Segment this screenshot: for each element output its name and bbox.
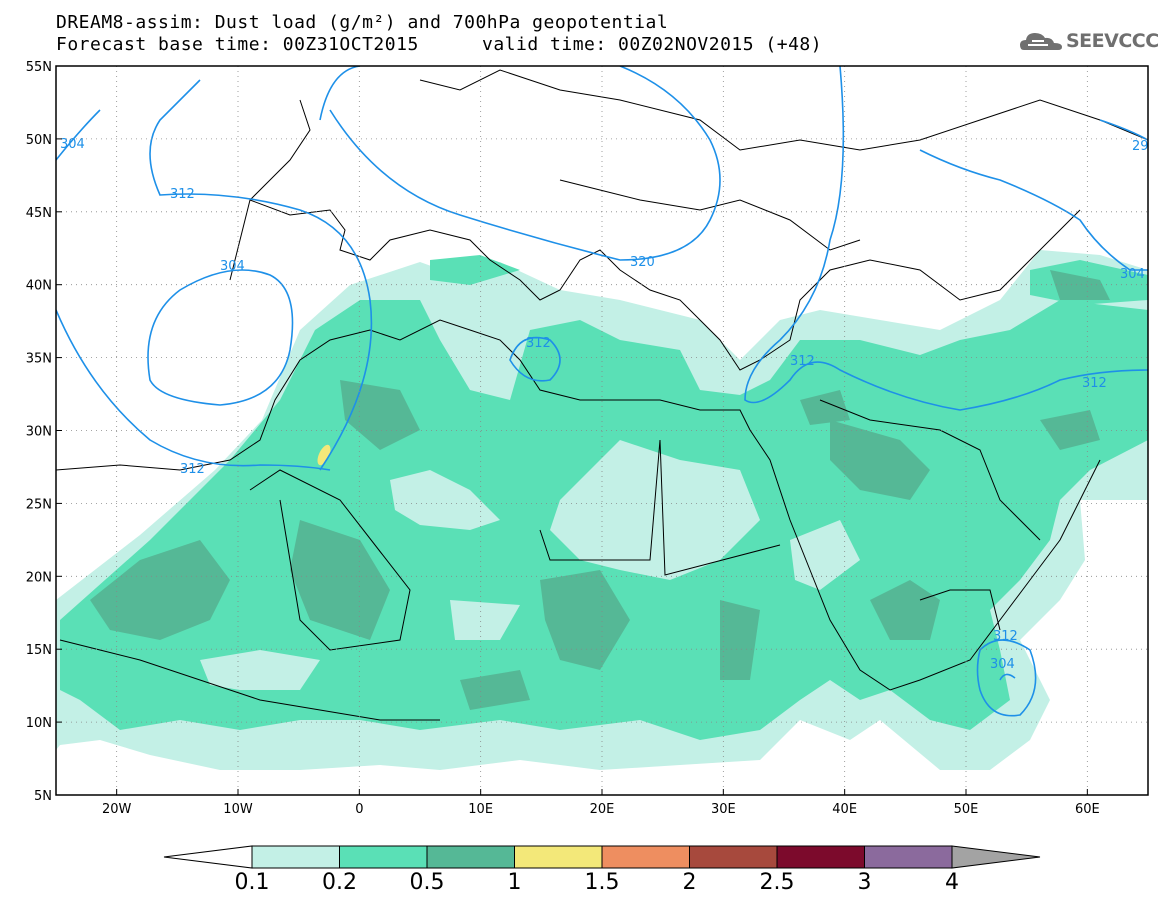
colorbar-tick-label: 0.5 <box>409 870 445 895</box>
contour-label: 304 <box>220 259 245 274</box>
colorbar-swatch <box>251 845 340 869</box>
latitude-tick-label: 55N <box>26 60 52 75</box>
colorbar-swatch <box>864 845 953 869</box>
contour-label: 312 <box>1082 376 1107 391</box>
colorbar-tick-label: 2 <box>682 870 697 895</box>
contour-label: 29 <box>1132 139 1149 154</box>
colorbar-tick-label: 1.5 <box>584 870 620 895</box>
colorbar-swatch <box>689 845 778 869</box>
longitude-tick-label: 10W <box>223 802 253 817</box>
contour-label: 304 <box>1120 267 1145 282</box>
colorbar <box>163 845 1041 869</box>
valid-time: valid time: 00Z02NOV2015 (+48) <box>482 34 823 55</box>
colorbar-tick-label: 0.1 <box>234 870 270 895</box>
colorbar-swatch <box>339 845 428 869</box>
contour-label: 312 <box>180 462 205 477</box>
contour-label: 312 <box>790 354 815 369</box>
dust-field: 304 312 304 312 312 320 312 312 312 304 … <box>56 66 1149 795</box>
colorbar-swatch <box>601 845 690 869</box>
contour-label: 312 <box>526 336 551 351</box>
colorbar-swatch <box>776 845 865 869</box>
colorbar-min-arrow <box>163 845 253 869</box>
longitude-tick-label: 20W <box>102 802 132 817</box>
colorbar-tick-label: 4 <box>945 870 959 895</box>
latitude-tick-label: 35N <box>26 352 52 367</box>
latitude-tick-label: 15N <box>26 643 52 658</box>
contour-label: 312 <box>993 629 1018 644</box>
contour-label: 304 <box>990 657 1015 672</box>
latitude-tick-label: 30N <box>26 425 52 440</box>
logo-text: SEEVCCC <box>1066 30 1159 52</box>
colorbar-tick-label: 2.5 <box>759 870 795 895</box>
colorbar-max-arrow <box>951 845 1041 869</box>
latitude-tick-label: 50N <box>26 133 52 148</box>
colorbar-swatch <box>426 845 515 869</box>
latitude-tick-label: 10N <box>26 716 52 731</box>
latitude-axis: 55N 50N 45N 40N 35N 30N 25N 20N 15N 10N 5N <box>26 60 62 804</box>
longitude-tick-label: 30E <box>711 802 736 817</box>
cloud-logo-icon <box>1020 33 1062 50</box>
longitude-axis: 20W 10W 0 10E 20E 30E 40E 50E 60E <box>102 789 1100 817</box>
longitude-tick-label: 0 <box>355 802 363 817</box>
contour-label: 320 <box>630 255 655 270</box>
latitude-tick-label: 40N <box>26 279 52 294</box>
colorbar-tick-label: 0.2 <box>322 870 357 895</box>
colorbar-tick-label: 3 <box>857 870 872 895</box>
latitude-tick-label: 25N <box>26 497 52 512</box>
latitude-tick-label: 20N <box>26 570 52 585</box>
forecast-base-time: Forecast base time: 00Z31OCT2015 <box>56 34 419 55</box>
colorbar-tick-label: 1 <box>507 870 522 895</box>
latitude-tick-label: 5N <box>34 789 52 804</box>
longitude-tick-label: 60E <box>1075 802 1100 817</box>
longitude-tick-label: 10E <box>468 802 493 817</box>
longitude-tick-label: 40E <box>832 802 857 817</box>
longitude-tick-label: 20E <box>590 802 615 817</box>
contour-label: 312 <box>170 187 195 202</box>
contour-label: 304 <box>60 137 85 152</box>
longitude-tick-label: 50E <box>954 802 979 817</box>
colorbar-swatch <box>514 845 603 869</box>
latitude-tick-label: 45N <box>26 206 52 221</box>
map-title: DREAM8-assim: Dust load (g/m²) and 700hP… <box>56 12 669 33</box>
